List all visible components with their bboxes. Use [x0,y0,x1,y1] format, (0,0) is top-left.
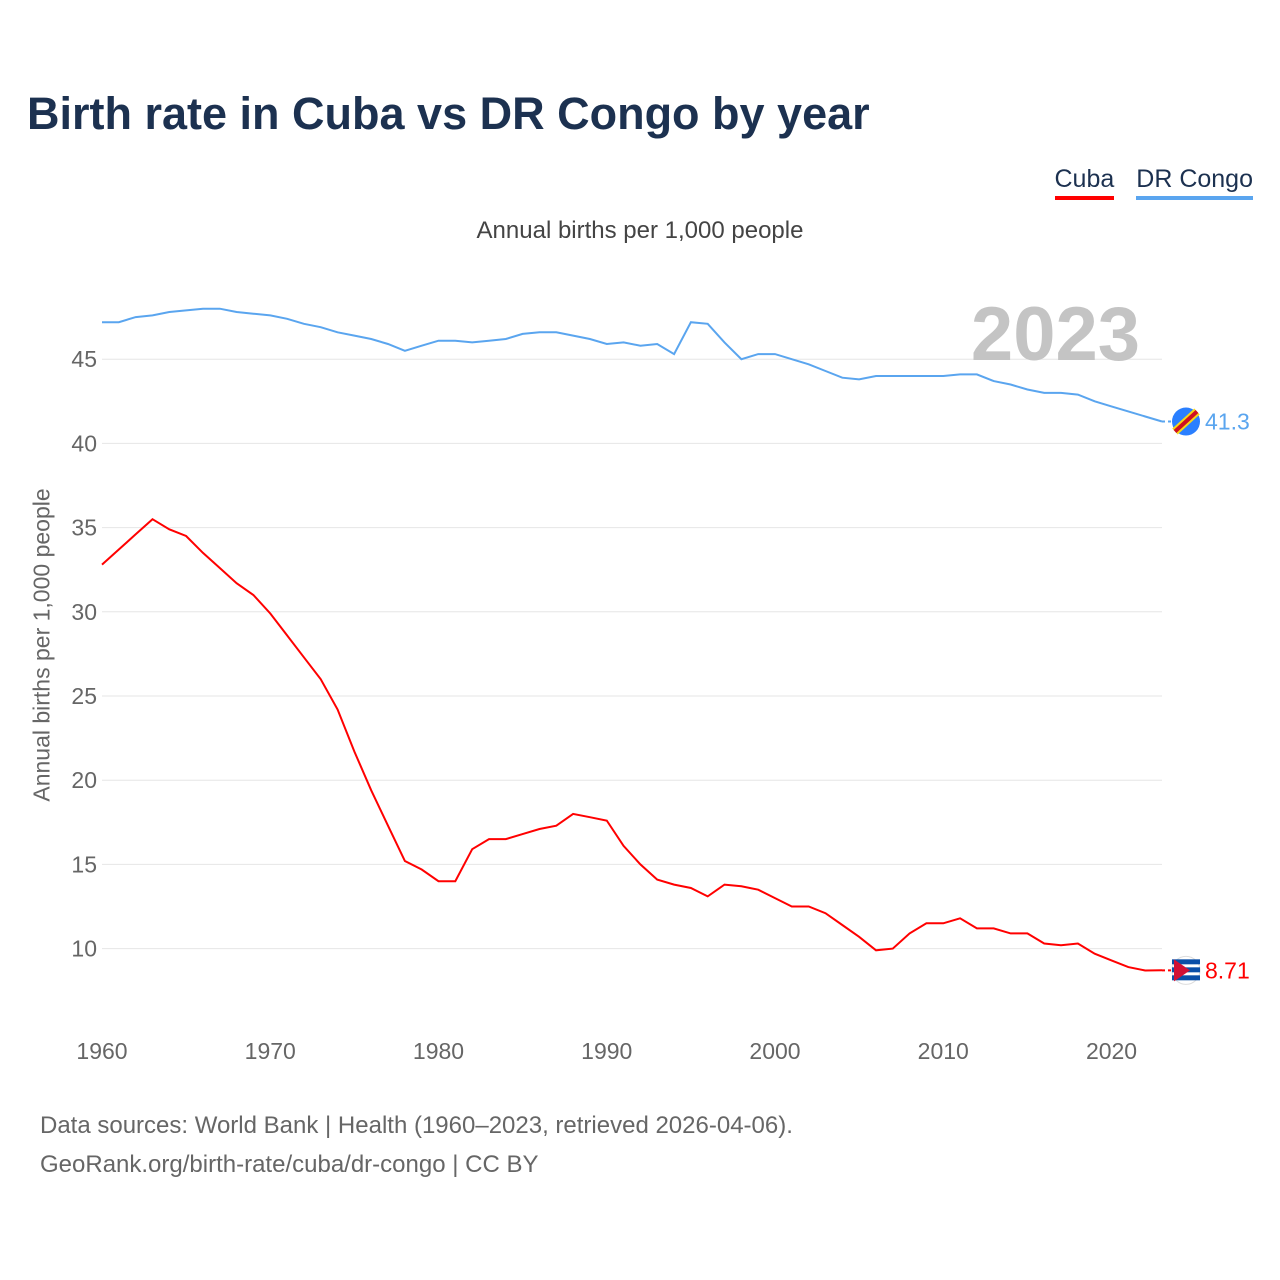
legend-item-cuba[interactable]: Cuba [1054,165,1115,200]
x-tick-label: 2000 [749,1038,800,1064]
x-tick-label: 1980 [413,1038,464,1064]
flag-stripe [1172,975,1200,981]
chart-title: Birth rate in Cuba vs DR Congo by year [27,88,870,139]
chart-subtitle: Annual births per 1,000 people [476,217,804,244]
y-tick-label: 25 [71,683,97,709]
y-axis-label: Annual births per 1,000 people [28,488,55,802]
y-tick-label: 35 [71,515,97,541]
x-tick-label: 1960 [76,1038,127,1064]
end-value-label-cuba: 8.71 [1205,957,1250,983]
legend: Cuba DR Congo [1054,165,1253,200]
x-tick-label: 2020 [1086,1038,1137,1064]
legend-item-dr-congo[interactable]: DR Congo [1136,165,1253,200]
x-tick-label: 2010 [918,1038,969,1064]
y-tick-label: 15 [71,851,97,877]
series-line-cuba [101,517,1163,972]
source-note: Data sources: World Bank | Health (1960–… [40,1106,793,1184]
flag-triangle [1174,959,1190,982]
year-watermark: 2023 [971,292,1140,377]
y-tick-label: 40 [71,430,97,456]
y-tick-label: 10 [71,936,97,962]
flag-stripe [1173,410,1199,433]
y-tick-label: 45 [71,346,97,372]
x-tick-label: 1990 [581,1038,632,1064]
series-line-dr-congo [102,307,1163,423]
source-url[interactable]: GeoRank.org/birth-rate/cuba/dr-congo | C… [40,1151,539,1178]
y-tick-label: 30 [71,599,97,625]
y-tick-label: 20 [71,767,97,793]
flag-stripe [1172,959,1200,965]
end-value-label-dr-congo: 41.3 [1205,409,1250,435]
source-line: Data sources: World Bank | Health (1960–… [40,1112,793,1139]
x-tick-label: 1970 [245,1038,296,1064]
